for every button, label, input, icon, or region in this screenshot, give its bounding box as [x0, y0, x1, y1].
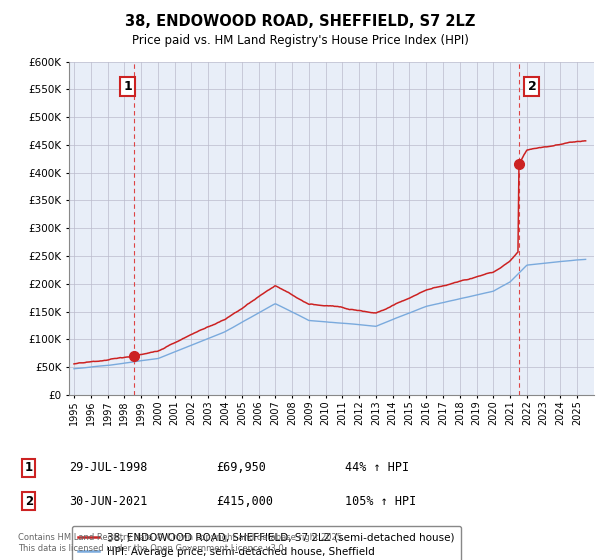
Text: £415,000: £415,000: [216, 494, 273, 508]
Text: Price paid vs. HM Land Registry's House Price Index (HPI): Price paid vs. HM Land Registry's House …: [131, 34, 469, 46]
Text: 38, ENDOWOOD ROAD, SHEFFIELD, S7 2LZ: 38, ENDOWOOD ROAD, SHEFFIELD, S7 2LZ: [125, 14, 475, 29]
Text: 29-JUL-1998: 29-JUL-1998: [69, 461, 148, 474]
Text: 1: 1: [25, 461, 33, 474]
Text: 1: 1: [124, 80, 132, 93]
Text: 2: 2: [25, 494, 33, 508]
Text: 44% ↑ HPI: 44% ↑ HPI: [345, 461, 409, 474]
Text: 105% ↑ HPI: 105% ↑ HPI: [345, 494, 416, 508]
Legend: 38, ENDOWOOD ROAD, SHEFFIELD, S7 2LZ (semi-detached house), HPI: Average price, : 38, ENDOWOOD ROAD, SHEFFIELD, S7 2LZ (se…: [71, 526, 461, 560]
Text: 2: 2: [527, 80, 536, 93]
Text: £69,950: £69,950: [216, 461, 266, 474]
Text: 30-JUN-2021: 30-JUN-2021: [69, 494, 148, 508]
Text: Contains HM Land Registry data © Crown copyright and database right 2025.
This d: Contains HM Land Registry data © Crown c…: [18, 533, 344, 553]
